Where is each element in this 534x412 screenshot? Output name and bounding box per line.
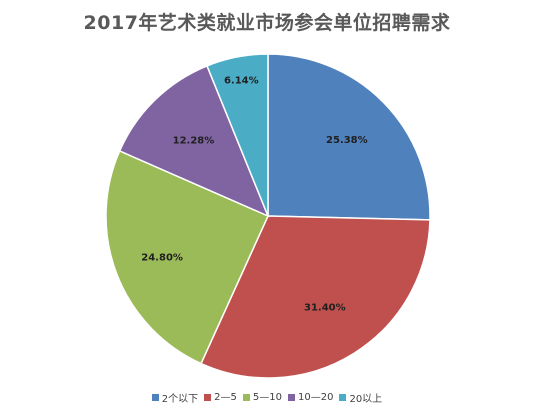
legend-swatch-3 [242,394,250,401]
legend-label-3: 5—10 [252,392,282,403]
legend-item-2: 2—5 [204,392,237,403]
pie-slice-3 [105,149,269,365]
data-label-2: 31.40% [304,303,346,314]
legend-swatch-5 [339,394,347,401]
pie-slice-2 [200,215,431,379]
legend-item-5: 20以上 [339,390,382,405]
data-label-1: 25.38% [326,135,368,146]
pie-labels: 25.38% 31.40% 24.80% 12.28% 6.14% [141,75,367,313]
chart-title: 2017年艺术类就业市场参会单位招聘需求 [83,12,451,34]
pie-slice-4 [118,64,270,218]
chart-legend: 2个以下 2—5 5—10 10—20 20以上 [0,390,534,405]
legend-swatch-2 [204,394,212,401]
legend-item-4: 10—20 [288,392,333,403]
legend-item-3: 5—10 [242,392,282,403]
data-label-4: 12.28% [173,135,215,146]
data-label-3: 24.80% [141,253,183,264]
legend-label-2: 2—5 [214,392,237,403]
pie-slice-1 [267,53,431,221]
legend-swatch-1 [151,394,159,401]
legend-label-4: 10—20 [298,392,334,403]
pie-slices [105,53,431,379]
data-label-5: 6.14% [224,75,259,86]
legend-swatch-4 [288,394,295,401]
legend-item-1: 2个以下 [151,390,199,405]
pie-slice-5 [206,53,269,217]
legend-label-1: 2个以下 [161,394,199,405]
legend-label-5: 20以上 [349,394,383,405]
